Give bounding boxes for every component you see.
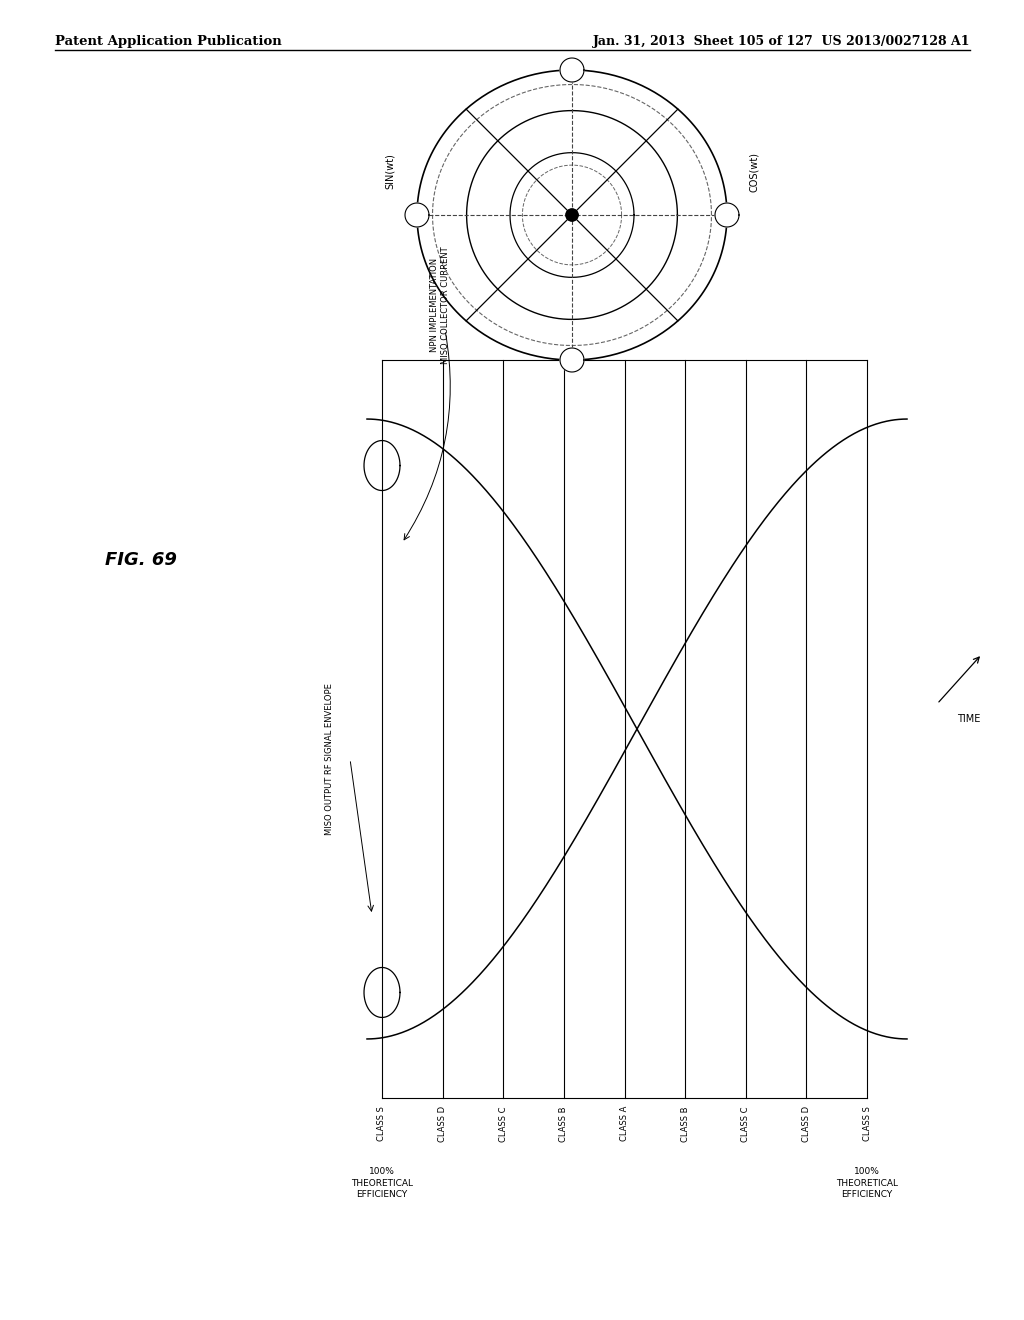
Text: CLASS D: CLASS D xyxy=(438,1106,447,1142)
Text: CLASS D: CLASS D xyxy=(802,1106,811,1142)
Text: COS(wt): COS(wt) xyxy=(749,152,759,191)
Text: TIME: TIME xyxy=(957,714,980,723)
Text: 100%
THEORETICAL
EFFICIENCY: 100% THEORETICAL EFFICIENCY xyxy=(836,1167,898,1199)
Polygon shape xyxy=(560,58,584,82)
Text: CLASS A: CLASS A xyxy=(620,1106,629,1142)
Text: NPN IMPLEMENTATION
MISO COLLECTOR CURRENT: NPN IMPLEMENTATION MISO COLLECTOR CURREN… xyxy=(430,247,450,364)
Text: CLASS B: CLASS B xyxy=(681,1106,689,1142)
Text: CLASS S: CLASS S xyxy=(378,1106,386,1140)
Polygon shape xyxy=(566,209,578,220)
Text: Patent Application Publication: Patent Application Publication xyxy=(55,36,282,48)
Text: CLASS C: CLASS C xyxy=(741,1106,751,1142)
Text: Jan. 31, 2013  Sheet 105 of 127  US 2013/0027128 A1: Jan. 31, 2013 Sheet 105 of 127 US 2013/0… xyxy=(593,36,970,48)
Text: MISO OUTPUT RF SIGNAL ENVELOPE: MISO OUTPUT RF SIGNAL ENVELOPE xyxy=(326,682,335,836)
Text: CLASS B: CLASS B xyxy=(559,1106,568,1142)
Text: CLASS C: CLASS C xyxy=(499,1106,508,1142)
Text: SIN(wt): SIN(wt) xyxy=(385,153,395,190)
Polygon shape xyxy=(715,203,739,227)
Text: FIG. 69: FIG. 69 xyxy=(105,550,177,569)
Text: CLASS S: CLASS S xyxy=(862,1106,871,1140)
Polygon shape xyxy=(560,348,584,372)
Polygon shape xyxy=(406,203,429,227)
Text: 100%
THEORETICAL
EFFICIENCY: 100% THEORETICAL EFFICIENCY xyxy=(351,1167,413,1199)
